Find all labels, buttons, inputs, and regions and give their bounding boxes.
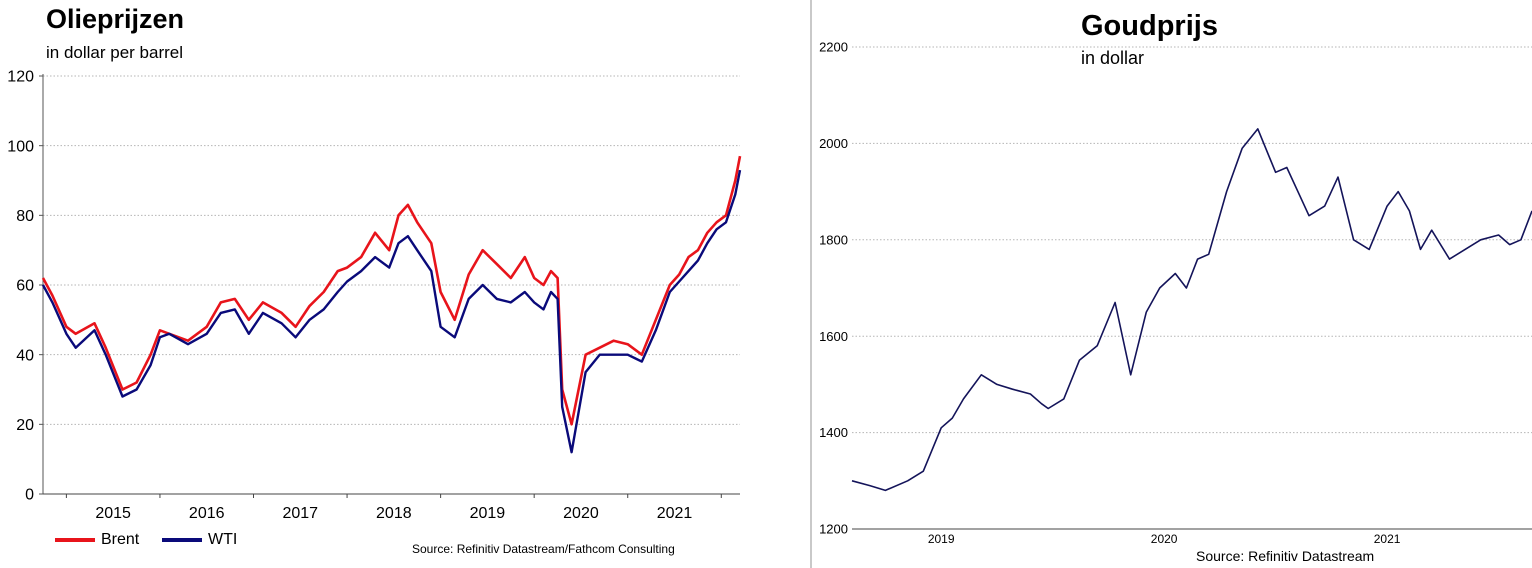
legend-label-brent: Brent [101,531,140,548]
panel-divider [810,0,812,568]
series-line-wti [41,169,742,454]
y-tick-label-100: 100 [7,138,34,155]
y-tick-label-40: 40 [16,347,34,364]
y-tick-label-20: 20 [16,417,34,434]
y-tick-label-1600: 1600 [819,329,848,344]
y-tick-label-0: 0 [25,487,34,504]
brent-swatch [55,538,95,542]
legend-item-wti: WTI [162,531,237,549]
gold-chart-title: Goudprijs [1081,10,1218,42]
wti-swatch [162,538,202,542]
oil-price-panel: 0 20 40 60 80 100 120 2015 2016 2017 2018 2019 2020 2… [7,4,742,556]
y-tick-label-2000: 2000 [819,136,848,151]
x-tick-label-2015: 2015 [95,505,131,522]
y-tick-label-1200: 1200 [819,522,848,537]
y-tick-label-1400: 1400 [819,425,848,440]
oil-source-note: Source: Refinitiv Datastream/Fathcom Con… [412,542,675,556]
y-tick-label-60: 60 [16,278,34,295]
x-tick-label-2021: 2021 [1374,532,1401,546]
y-tick-label-120: 120 [7,69,34,86]
gold-chart-subtitle: in dollar [1081,48,1145,68]
x-tick-label-2020: 2020 [563,505,599,522]
x-tick-label-2019: 2019 [470,505,506,522]
oil-price-chart: 0 20 40 60 80 100 120 2015 2016 2017 2018 2019 2020 2… [7,69,742,522]
x-tick-label-2017: 2017 [282,505,318,522]
gold-price-panel: 1200 1400 1600 1800 2000 2200 2019 2020 2021 Gou… [812,0,1532,568]
oil-chart-title: Olieprijzen [46,4,185,34]
legend-label-wti: WTI [208,531,238,548]
y-tick-label-80: 80 [16,208,34,225]
legend-item-brent: Brent [55,531,139,549]
series-line-brent [41,155,742,426]
x-tick-label-2020: 2020 [1151,532,1178,546]
y-tick-label-2200: 2200 [819,40,848,55]
x-tick-label-2019: 2019 [928,532,955,546]
gold-source-note: Source: Refinitiv Datastream [1196,548,1375,564]
oil-chart-subtitle: in dollar per barrel [46,43,184,62]
x-tick-label-2021: 2021 [657,505,693,522]
series-line-gold [851,128,1532,492]
gold-price-chart: 1200 1400 1600 1800 2000 2200 2019 2020 2021 [819,40,1532,546]
y-tick-label-1800: 1800 [819,232,848,247]
x-tick-label-2016: 2016 [189,505,225,522]
x-tick-label-2018: 2018 [376,505,412,522]
